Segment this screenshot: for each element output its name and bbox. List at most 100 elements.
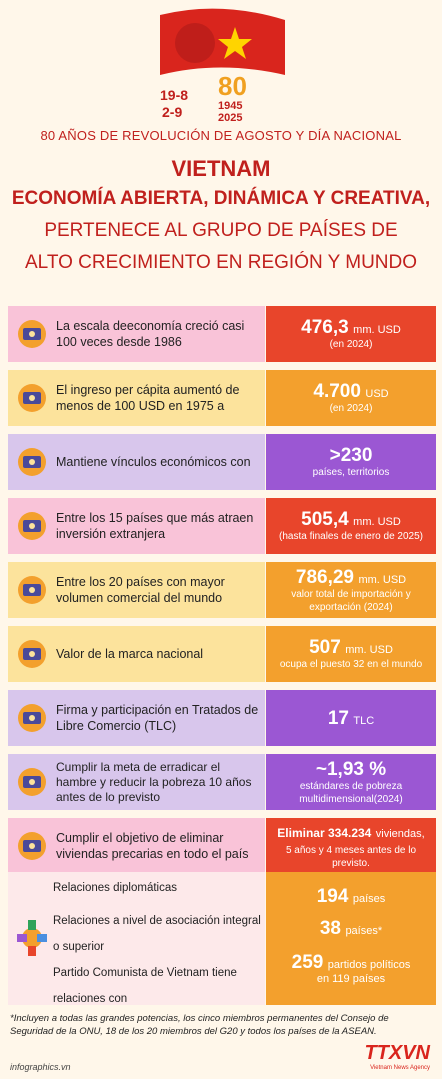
stat-value-box: 4.700 USD (en 2024): [266, 370, 436, 426]
footnote: *Incluyen a todas las grandes potencias,…: [10, 1013, 389, 1037]
diplomatic-count: 194: [316, 886, 349, 907]
header: 19-8 2-9 80 1945 2025 80 AÑOS DE REVOLUC…: [0, 0, 442, 300]
stat-note: (hasta finales de enero de 2025): [279, 531, 423, 542]
relation-label-party: Partido Comunista de Vietnam tiene relac…: [53, 967, 237, 1005]
stat-value-box: 786,29 mm. USD valor total de importación…: [266, 562, 436, 618]
stat-text: Mantiene vínculos económicos con: [56, 455, 251, 469]
stat-value: 17: [327, 707, 349, 729]
diplomatic-unit: países: [352, 893, 386, 905]
stat-label-box: Valor de la marca nacional: [8, 626, 265, 682]
party-count: 259: [291, 952, 324, 973]
stat-note: países, territorios: [312, 467, 390, 478]
stat-note: (en 2024): [329, 339, 373, 350]
stat-text: El ingreso per cápita aumentó de menos d…: [56, 383, 240, 413]
years-80: 80: [218, 71, 247, 101]
stat-value: >230: [329, 445, 373, 466]
agency-logo: TTXVN Vietnam News Agency: [360, 1042, 430, 1072]
title-line-4: ALTO CRECIMIENTO EN REGIÓN Y MUNDO: [24, 252, 418, 273]
stat-note: ocupa el puesto 32 en el mundo: [279, 659, 423, 670]
stat-label-box: El ingreso per cápita aumentó de menos d…: [8, 370, 265, 426]
house-star-icon: [18, 832, 46, 860]
stat-text: La escala deeconomía creció casi 100 vec…: [56, 319, 245, 349]
stat-row: Valor de la marca nacional 507 mm. USD ocu…: [8, 626, 436, 682]
stat-label-box: La escala deeconomía creció casi 100 vec…: [8, 306, 265, 362]
relation-label-partnership: Relaciones a nivel de asociación integra…: [53, 915, 261, 953]
stat-row: Mantiene vínculos económicos con >230 paí…: [8, 434, 436, 490]
stat-value: 786,29: [295, 566, 354, 588]
relations-labels: Relaciones diplomáticas Relaciones a niv…: [8, 872, 265, 1005]
party-unit: partidos políticos: [327, 959, 411, 971]
stat-label-box: Firma y participación en Tratados de Lib…: [8, 690, 265, 746]
date-19-8: 19-8: [160, 87, 188, 103]
stat-value: 4.700: [313, 381, 361, 402]
relation-label-diplomatic: Relaciones diplomáticas: [53, 882, 178, 894]
title-vietnam: VIETNAM: [171, 156, 271, 181]
stat-unit: mm. USD: [353, 516, 401, 528]
relations-values: 194 países 38 países* 259 partidos polít…: [266, 872, 436, 1005]
stat-label-box: Cumplir la meta de erradicar el hambre y…: [8, 754, 265, 810]
stat-note: estándares de pobreza multidimensional(2…: [299, 780, 403, 805]
partnership-unit: países*: [345, 925, 383, 937]
stat-value-box: ~1,93 % estándares de pobreza multidimen…: [266, 754, 436, 810]
year-1945: 1945: [218, 100, 242, 112]
stat-row: El ingreso per cápita aumentó de menos d…: [8, 370, 436, 426]
stat-text: Cumplir el objetivo de eliminar vivienda…: [56, 831, 249, 861]
money-hand-icon: [18, 640, 46, 668]
stat-note: valor total de importación y exportación…: [291, 588, 411, 613]
anniversary-logo: 19-8 2-9 80 1945 2025: [160, 8, 285, 123]
agency-name: TTXVN: [364, 1042, 430, 1064]
stat-label-box: Mantiene vínculos económicos con: [8, 434, 265, 490]
stat-value-box: >230 países, territorios: [266, 434, 436, 490]
stat-value-box: 505,4 mm. USD (hasta finales de enero de …: [266, 498, 436, 554]
stat-value: Eliminar 334.234: [277, 825, 372, 840]
stat-text: Valor de la marca nacional: [56, 647, 204, 661]
stat-value: ~1,93 %: [315, 758, 387, 780]
investment-icon: [18, 512, 46, 540]
title-line-2: ECONOMÍA ABIERTA, DINÁMICA Y CREATIVA,: [11, 188, 431, 209]
globe-trade-icon: [18, 576, 46, 604]
stat-value-box: 17 TLC: [266, 690, 436, 746]
relations-block: Relaciones diplomáticas Relaciones a niv…: [8, 872, 436, 1005]
stat-unit: viviendas,: [375, 827, 425, 840]
wallet-icon: [18, 384, 46, 412]
stat-value: 476,3: [301, 317, 349, 338]
stat-unit: mm. USD: [353, 324, 401, 336]
stat-text: Firma y participación en Tratados de Lib…: [56, 703, 259, 733]
stat-value-box: Eliminar 334.234 viviendas, 5 años y 4 me…: [266, 818, 436, 874]
stat-label-box: Entre los 15 países que más atraen inver…: [8, 498, 265, 554]
stat-row: La escala deeconomía creció casi 100 vec…: [8, 306, 436, 362]
party-note: en 119 países: [316, 973, 386, 985]
title-line-3: PERTENECE AL GRUPO DE PAÍSES DE: [44, 220, 398, 241]
partnership-count: 38: [319, 918, 341, 939]
stat-text: Cumplir la meta de erradicar el hambre y…: [56, 759, 252, 804]
stat-row: Entre los 15 países que más atraen inver…: [8, 498, 436, 554]
stat-row: Cumplir la meta de erradicar el hambre y…: [8, 754, 436, 810]
stat-note: 5 años y 4 meses antes de lo previsto.: [285, 844, 417, 869]
agency-sub: Vietnam News Agency: [370, 1065, 430, 1071]
subtitle: 80 AÑOS DE REVOLUCIÓN DE AGOSTO Y DÍA NA…: [40, 128, 402, 143]
stat-value-box: 507 mm. USD ocupa el puesto 32 en el mund…: [266, 626, 436, 682]
year-2025: 2025: [218, 112, 242, 123]
hands-together-icon: [17, 920, 47, 956]
family-house-icon: [18, 768, 46, 796]
stat-row: Firma y participación en Tratados de Lib…: [8, 690, 436, 746]
stat-unit: mm. USD: [345, 644, 393, 656]
stat-text: Entre los 15 países que más atraen inver…: [56, 511, 254, 541]
stat-label-box: Entre los 20 países con mayor volumen co…: [8, 562, 265, 618]
stat-row: Cumplir el objetivo de eliminar vivienda…: [8, 818, 436, 874]
stat-text: Entre los 20 países con mayor volumen co…: [56, 575, 225, 605]
stat-unit: mm. USD: [358, 573, 407, 586]
stat-row: Entre los 20 países con mayor volumen co…: [8, 562, 436, 618]
stat-unit: TLC: [353, 714, 375, 727]
handshake-icon: [18, 448, 46, 476]
stat-value: 507: [309, 637, 341, 658]
stat-value-box: 476,3 mm. USD (en 2024): [266, 306, 436, 362]
stat-unit: USD: [365, 388, 389, 400]
stat-value: 505,4: [301, 509, 349, 530]
signing-icon: [18, 704, 46, 732]
date-2-9: 2-9: [162, 104, 182, 120]
stat-note: (en 2024): [329, 403, 373, 414]
site-url[interactable]: infographics.vn: [10, 1062, 71, 1072]
stat-label-box: Cumplir el objetivo de eliminar vivienda…: [8, 818, 265, 874]
growth-chart-icon: [18, 320, 46, 348]
